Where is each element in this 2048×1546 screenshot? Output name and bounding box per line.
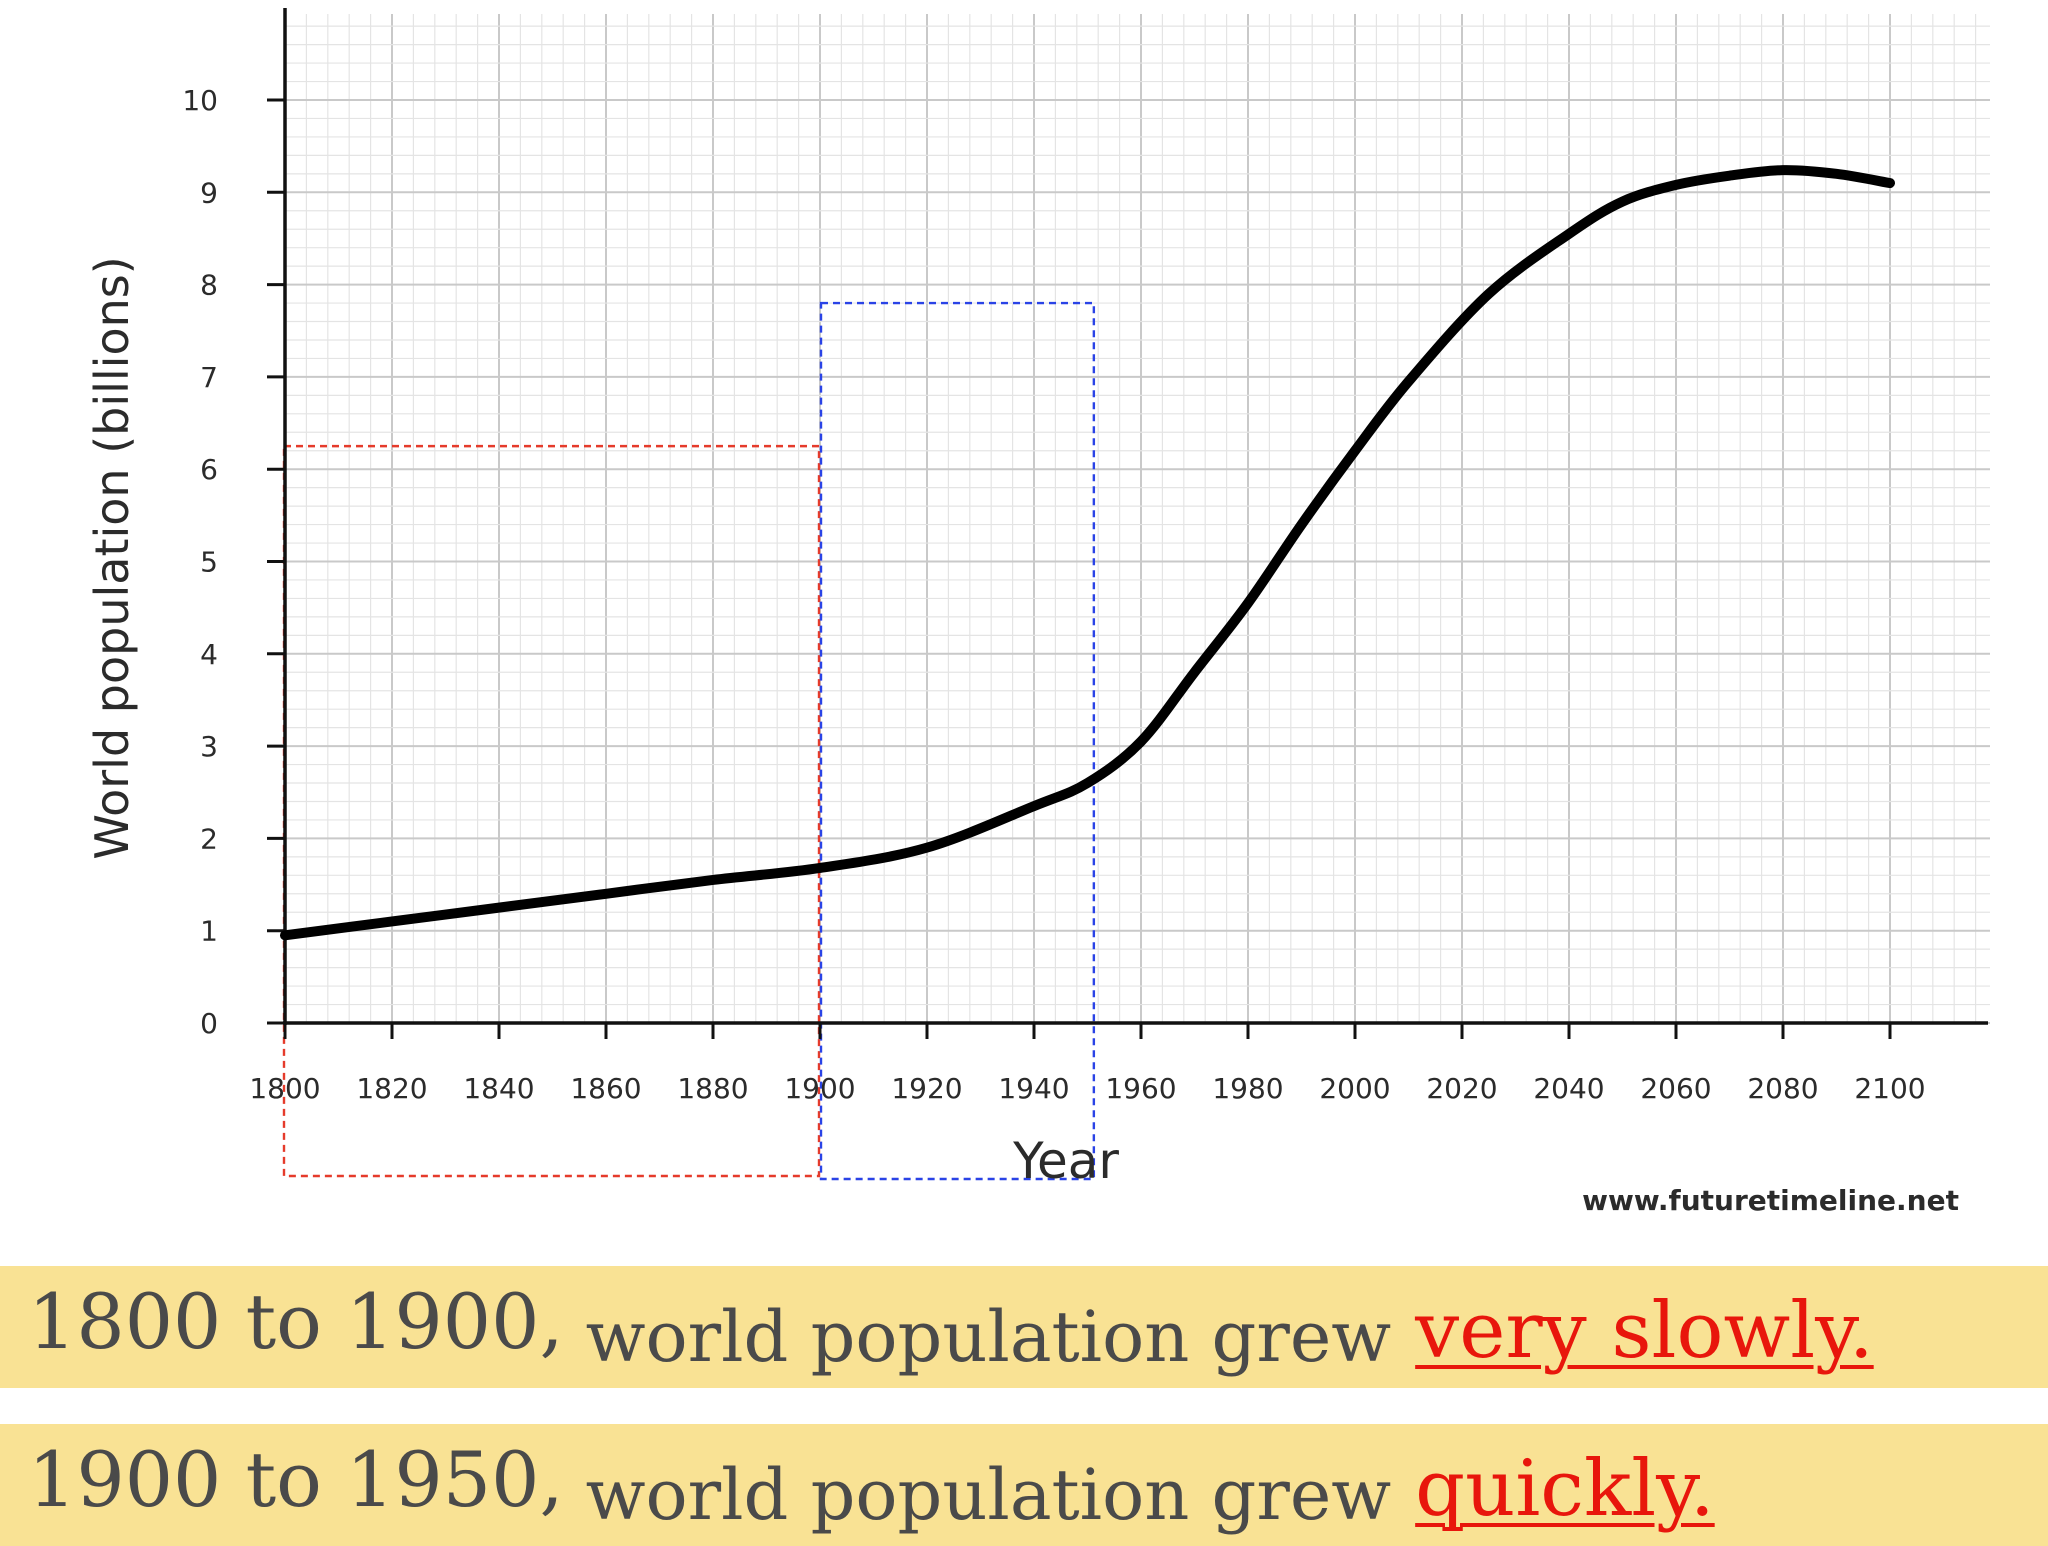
y-tick-label: 3	[200, 730, 218, 763]
highlight-box-1900-1950	[819, 301, 1096, 1181]
x-tick-label: 1840	[463, 1072, 534, 1105]
x-tick-label: 2000	[1319, 1072, 1390, 1105]
x-axis-label: Year	[1012, 1132, 1119, 1190]
y-tick-label: 10	[182, 84, 218, 117]
caption-body: world population grew	[585, 1296, 1392, 1378]
x-tick-label: 1960	[1105, 1072, 1176, 1105]
y-tick-label: 7	[200, 361, 218, 394]
x-tick-label: 1920	[891, 1072, 962, 1105]
y-tick-label: 5	[200, 546, 218, 579]
caption-1800-1900: 1800 to 1900, world population grew very…	[0, 1266, 2048, 1388]
caption-range: 1800 to 1900,	[28, 1276, 564, 1366]
x-tick-labels: 1800 1820 1840 1860 1880 1900 1920 1940 1960 1980…	[249, 1072, 1925, 1105]
x-tick-label: 1900	[784, 1072, 855, 1105]
x-tick-label: 2040	[1533, 1072, 1604, 1105]
caption-body: world population grew	[585, 1454, 1392, 1536]
highlight-boxes	[282, 301, 1096, 1181]
x-tick-label: 2100	[1854, 1072, 1925, 1105]
y-tick-label: 0	[200, 1007, 218, 1040]
chart-grid	[284, 14, 1990, 1024]
x-tick-label: 1860	[570, 1072, 641, 1105]
x-tick-label: 2060	[1640, 1072, 1711, 1105]
y-axis-label: World population (billions)	[85, 256, 139, 859]
highlight-box-1800-1900	[282, 444, 821, 1178]
y-tick-label: 1	[200, 915, 218, 948]
y-tick-label: 4	[200, 638, 218, 671]
y-tick-label: 6	[200, 453, 218, 486]
x-tick-label: 1820	[356, 1072, 427, 1105]
x-tick-label: 1980	[1212, 1072, 1283, 1105]
caption-range: 1900 to 1950,	[28, 1434, 564, 1524]
caption-emphasis: very slowly.	[1415, 1286, 1874, 1376]
x-tick-label: 2080	[1747, 1072, 1818, 1105]
y-tick-label: 2	[200, 822, 218, 855]
x-tick-label: 1880	[677, 1072, 748, 1105]
y-tick-label: 8	[200, 269, 218, 302]
x-tick-label: 1800	[249, 1072, 320, 1105]
chart-series	[280, 165, 1895, 941]
y-tick-label: 9	[200, 176, 218, 209]
x-tick-label: 1940	[998, 1072, 1069, 1105]
population-line	[280, 165, 1895, 941]
y-tick-labels: 0 1 2 3 4 5 6 7 8 9 10	[182, 84, 218, 1040]
chart-axes	[267, 8, 1988, 1039]
x-tick-label: 2020	[1426, 1072, 1497, 1105]
caption-1900-1950: 1900 to 1950, world population grew quic…	[0, 1424, 2048, 1546]
source-credit: www.futuretimeline.net	[1582, 1184, 1959, 1217]
population-chart: 0 1 2 3 4 5 6 7 8 9 10 1800 1820 1840 1860 1880 1900 192…	[85, 8, 1990, 1217]
caption-emphasis: quickly.	[1415, 1444, 1715, 1534]
